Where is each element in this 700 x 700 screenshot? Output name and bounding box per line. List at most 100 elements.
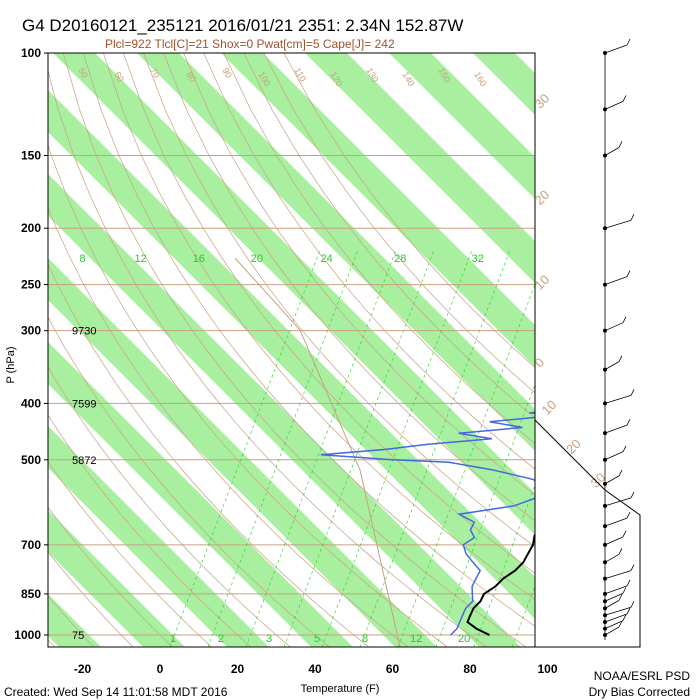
mixing-ratio-label: 12 <box>135 253 147 265</box>
y-tick-label: 150 <box>21 148 41 162</box>
created-timestamp: Created: Wed Sep 14 11:01:58 MDT 2016 <box>4 685 228 699</box>
barb-flag <box>626 511 631 519</box>
wind-barb <box>604 536 624 546</box>
x-tick-label: 80 <box>463 662 477 676</box>
wind-barb <box>604 424 628 434</box>
chart-title: G4 D20160121_235121 2016/01/21 2351: 2.3… <box>22 16 463 35</box>
wind-barb <box>604 322 624 332</box>
moist-band <box>0 13 17 647</box>
y-tick-label: 500 <box>21 453 41 467</box>
dry-adiabat <box>48 461 213 647</box>
barb-flag <box>630 491 635 499</box>
y-tick-label: 1000 <box>14 628 41 642</box>
dry-adiabat <box>48 206 409 647</box>
y-tick-label: 250 <box>21 278 41 292</box>
wind-barb <box>604 451 624 461</box>
wind-barb <box>604 219 632 229</box>
moist-bands <box>0 13 535 647</box>
chart-subtitle: Plcl=922 Tlcl[C]=21 Shox=0 Pwat[cm]=5 Ca… <box>105 37 395 51</box>
y-tick-label: 300 <box>21 324 41 338</box>
dry-adiabat <box>263 53 535 394</box>
mixing-ratio-line <box>397 283 535 647</box>
adiabat-label: 50 <box>76 66 90 80</box>
bias-note: Dry Bias Corrected <box>589 685 690 699</box>
adiabat-label: 80 <box>184 70 198 84</box>
barb-flag <box>622 587 627 594</box>
mixing-ratio-line <box>435 384 535 647</box>
barb-flag <box>618 469 623 477</box>
moist-band <box>48 510 185 647</box>
dry-adiabat <box>103 53 535 600</box>
moist-band <box>389 53 535 199</box>
moist-band <box>473 53 535 115</box>
wind-barb <box>604 497 632 507</box>
bottom-mixing-label: 2 <box>218 633 224 645</box>
wind-barb <box>604 606 632 616</box>
bottom-mixing-label: 12 <box>410 633 422 645</box>
dry-adiabat <box>48 595 95 647</box>
mixing-ratio-line <box>283 249 435 647</box>
dry-adiabat <box>143 53 535 548</box>
moist-band <box>305 53 535 283</box>
dry-adiabat <box>48 551 134 647</box>
adiabat-label: 160 <box>472 70 488 88</box>
dry-adiabat <box>48 366 291 647</box>
dry-adiabat <box>82 53 535 627</box>
mixing-ratio-labels: 8 12 16 20 24 28 32 <box>79 253 483 265</box>
wind-barb <box>604 592 624 602</box>
wind-barb <box>604 553 620 563</box>
mixing-ratio-line <box>207 249 359 647</box>
y-tick-label: 700 <box>21 538 41 552</box>
dry-adiabat <box>223 53 535 444</box>
dry-adiabat <box>283 53 535 368</box>
moist-band <box>221 53 535 367</box>
height-label: 5872 <box>72 455 96 467</box>
bottom-mixing-label: 20 <box>458 633 470 645</box>
mixing-ratio-label: 24 <box>321 253 333 265</box>
barb-flag <box>630 564 635 571</box>
reference-curve <box>234 257 401 647</box>
wind-barb <box>604 475 620 485</box>
barb-flag <box>626 579 631 587</box>
dry-adiabat <box>48 506 173 647</box>
barb-flag <box>626 270 631 277</box>
x-tick-label: 40 <box>308 662 322 676</box>
dry-adiabat <box>48 263 370 647</box>
barb-flag <box>622 530 627 538</box>
height-label: 9730 <box>72 326 96 338</box>
barb-flag <box>626 38 631 46</box>
height-label: 7599 <box>72 398 96 410</box>
dry-adiabat <box>48 143 448 647</box>
adiabat-label: 110 <box>292 66 308 83</box>
barb-flag <box>630 389 635 396</box>
bottom-mixing-label: 5 <box>314 633 320 645</box>
org-label: NOAA/ESRL PSD <box>594 669 691 683</box>
y-tick-label: 100 <box>21 46 41 60</box>
temperature-axis: -20 0 20 40 60 80 100 <box>74 662 558 676</box>
barb-flag <box>622 614 627 621</box>
mixing-ratio-line <box>359 249 511 647</box>
barb-flag <box>622 95 627 102</box>
plot-frame <box>47 52 536 648</box>
mixing-ratio-label: 32 <box>472 253 484 265</box>
x-tick-label: 100 <box>537 662 557 676</box>
dry-adiabat <box>183 53 535 496</box>
x-tick-label: 0 <box>157 662 164 676</box>
wind-barb <box>604 44 628 54</box>
barb-flag <box>618 548 623 555</box>
wind-barb <box>604 570 632 579</box>
mixing-ratio-label: 16 <box>193 253 205 265</box>
pressure-axis: 100 150 200 250 300 400 500 700 850 1000 <box>14 46 48 642</box>
y-tick-label: 850 <box>21 587 41 601</box>
moist-band <box>48 174 521 647</box>
wind-barb <box>604 147 620 156</box>
dry-adiabat <box>48 316 331 647</box>
series-dew-point <box>320 411 535 636</box>
mixing-ratio-label: 8 <box>79 253 85 265</box>
barb-flag <box>622 445 627 452</box>
wind-barb <box>604 276 628 285</box>
barb-flag <box>630 214 635 221</box>
wind-barb <box>604 361 620 370</box>
dry-adiabat <box>163 53 535 522</box>
